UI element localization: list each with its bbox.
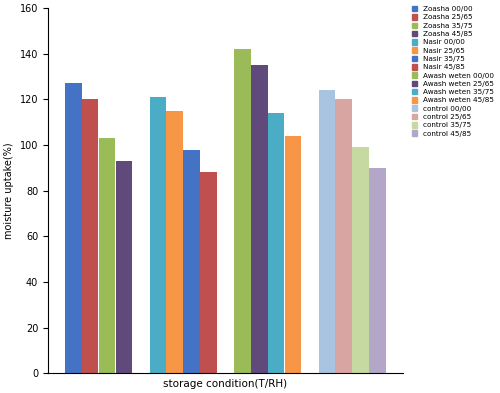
Bar bbox=[200, 173, 217, 373]
Bar bbox=[251, 65, 268, 373]
Bar bbox=[336, 99, 352, 373]
Bar bbox=[82, 99, 98, 373]
Bar bbox=[150, 97, 166, 373]
Bar bbox=[116, 161, 132, 373]
Bar bbox=[166, 111, 183, 373]
Bar bbox=[234, 49, 250, 373]
Bar bbox=[65, 83, 82, 373]
Legend: Zoasha 00/00, Zoasha 25/65, Zoasha 35/75, Zoasha 45/85, Nasir 00/00, Nasir 25/65: Zoasha 00/00, Zoasha 25/65, Zoasha 35/75… bbox=[410, 4, 496, 138]
Bar bbox=[352, 147, 369, 373]
Bar bbox=[184, 150, 200, 373]
Bar bbox=[318, 90, 335, 373]
Bar bbox=[285, 136, 302, 373]
Y-axis label: moisture uptake(%): moisture uptake(%) bbox=[4, 142, 14, 239]
X-axis label: storage condition(T/RH): storage condition(T/RH) bbox=[164, 379, 288, 389]
Bar bbox=[99, 138, 116, 373]
Bar bbox=[268, 113, 284, 373]
Bar bbox=[370, 168, 386, 373]
